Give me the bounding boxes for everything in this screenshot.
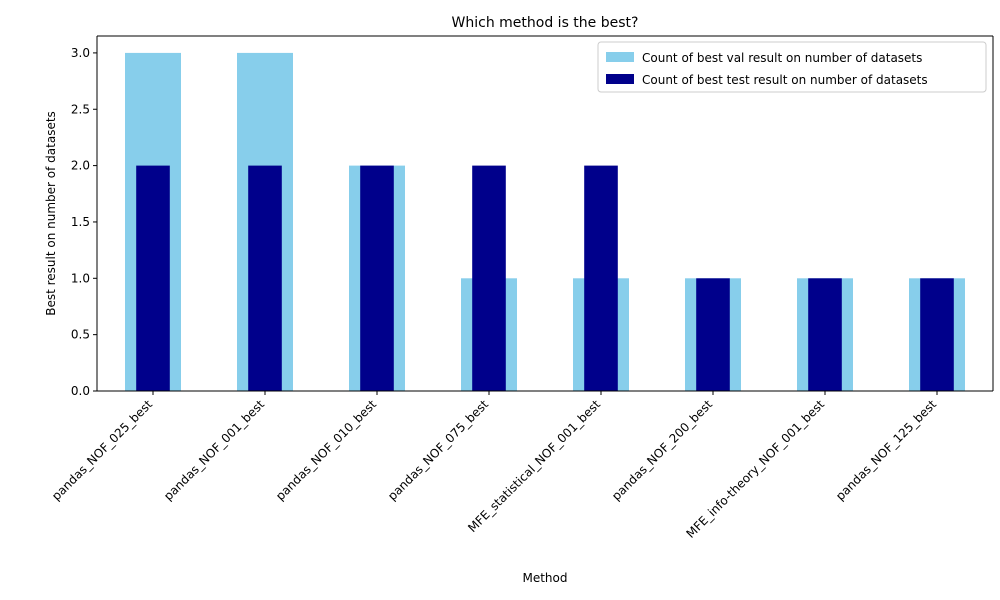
y-tick-label-2: 1.0 xyxy=(71,271,90,285)
test-bar-3 xyxy=(472,165,506,391)
test-bar-6 xyxy=(808,278,842,391)
test-bar-0 xyxy=(136,165,170,391)
x-axis-label: Method xyxy=(522,571,567,585)
bars-group xyxy=(125,52,965,392)
y-tick-label-4: 2.0 xyxy=(71,159,90,173)
legend-label-0: Count of best val result on number of da… xyxy=(642,51,922,65)
test-bar-1 xyxy=(248,165,282,391)
chart-title: Which method is the best? xyxy=(452,15,639,31)
legend: Count of best val result on number of da… xyxy=(597,41,987,93)
legend-box xyxy=(597,41,987,93)
legend-swatch-0 xyxy=(606,52,634,62)
test-bar-5 xyxy=(696,278,730,391)
y-tick-label-1: 0.5 xyxy=(71,328,90,342)
legend-swatch-1 xyxy=(606,74,634,84)
test-bar-2 xyxy=(360,165,394,391)
y-tick-label-5: 2.5 xyxy=(71,102,90,116)
y-tick-label-6: 3.0 xyxy=(71,46,90,60)
y-axis-label: Best result on number of datasets xyxy=(44,111,58,316)
y-tick-label-0: 0.0 xyxy=(71,384,90,398)
test-bar-7 xyxy=(920,278,954,391)
test-bar-4 xyxy=(584,165,618,391)
legend-label-1: Count of best test result on number of d… xyxy=(642,73,928,87)
y-tick-label-3: 1.5 xyxy=(71,215,90,229)
